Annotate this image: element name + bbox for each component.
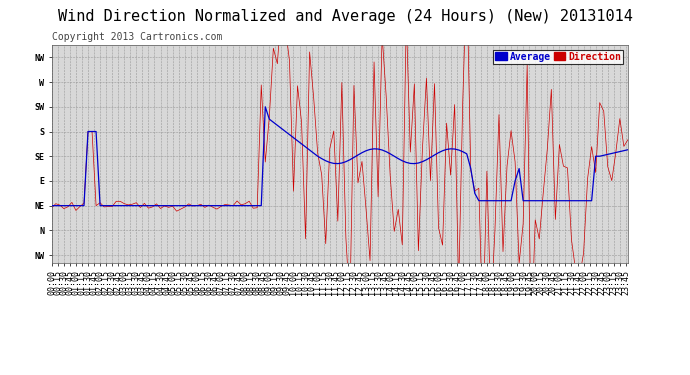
Legend: Average, Direction: Average, Direction <box>493 50 623 64</box>
Text: Wind Direction Normalized and Average (24 Hours) (New) 20131014: Wind Direction Normalized and Average (2… <box>57 9 633 24</box>
Text: Copyright 2013 Cartronics.com: Copyright 2013 Cartronics.com <box>52 32 222 42</box>
